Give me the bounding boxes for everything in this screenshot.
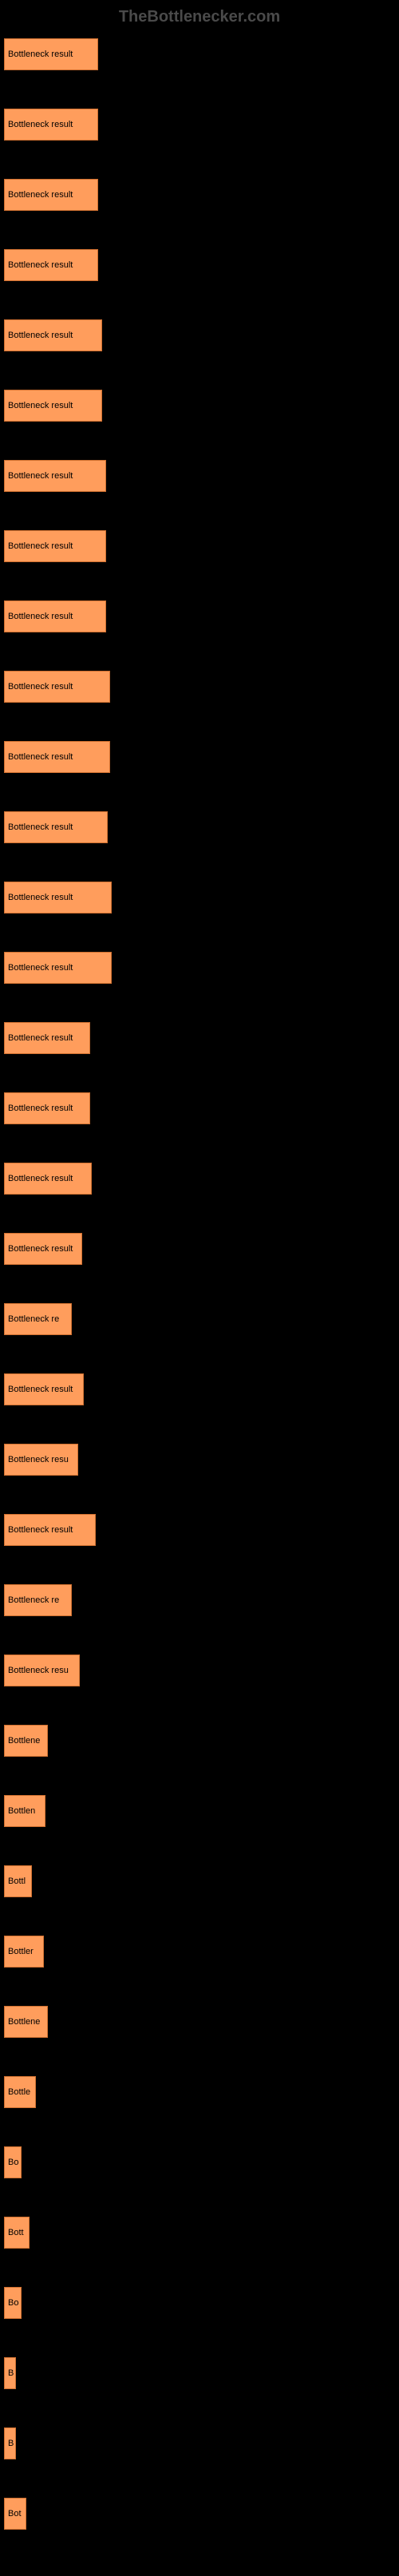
chart-bar: Bottleneck result xyxy=(4,249,98,281)
bar-row: Bottleneck result xyxy=(4,741,395,773)
chart-bar: Bottleneck result xyxy=(4,1373,84,1405)
bar-row: B xyxy=(4,2357,395,2389)
bar-row: Bottleneck result xyxy=(4,319,395,351)
chart-bar: Bottlene xyxy=(4,2006,48,2038)
bar-row: Bottleneck result xyxy=(4,671,395,703)
chart-bar: Bottleneck result xyxy=(4,38,98,70)
chart-bar: B xyxy=(4,2357,16,2389)
chart-bar: Bottleneck re xyxy=(4,1303,72,1335)
bar-row: Bottleneck resu xyxy=(4,1444,395,1476)
bar-row: Bottleneck result xyxy=(4,1373,395,1405)
chart-bar: Bo xyxy=(4,2146,22,2178)
chart-bar: Bottlen xyxy=(4,1795,45,1827)
bar-row: Bottleneck re xyxy=(4,1584,395,1616)
chart-bar: Bottleneck result xyxy=(4,811,108,843)
bar-row: Bottleneck result xyxy=(4,38,395,70)
chart-bar: Bottleneck result xyxy=(4,952,112,984)
chart-bar: Bottleneck result xyxy=(4,109,98,141)
bar-row: Bottleneck re xyxy=(4,1303,395,1335)
bar-row: Bottleneck result xyxy=(4,390,395,422)
chart-bar: Bottleneck result xyxy=(4,1163,92,1195)
bar-row: Bottleneck result xyxy=(4,952,395,984)
bar-row: Bottler xyxy=(4,1936,395,1968)
bar-row: Bo xyxy=(4,2287,395,2319)
bar-chart: Bottleneck result Bottleneck result Bottle… xyxy=(4,38,395,2530)
bar-row: Bottleneck result xyxy=(4,1092,395,1124)
chart-bar: Bottleneck resu xyxy=(4,1444,78,1476)
chart-bar: Bottlene xyxy=(4,1725,48,1757)
bar-row: Bottlen xyxy=(4,1795,395,1827)
bar-row: B xyxy=(4,2427,395,2459)
bar-row: Bottleneck result xyxy=(4,109,395,141)
chart-bar: Bottleneck result xyxy=(4,319,102,351)
chart-bar: Bo xyxy=(4,2287,22,2319)
chart-bar: Bottleneck result xyxy=(4,530,106,562)
chart-bar: Bottleneck result xyxy=(4,1022,90,1054)
chart-bar: Bottler xyxy=(4,1936,44,1968)
bar-row: Bottleneck result xyxy=(4,1233,395,1265)
chart-bar: Bottle xyxy=(4,2076,36,2108)
chart-bar: Bottleneck result xyxy=(4,460,106,492)
bar-row: Bottle xyxy=(4,2076,395,2108)
bar-row: Bottleneck result xyxy=(4,1514,395,1546)
bar-row: Bo xyxy=(4,2146,395,2178)
chart-bar: Bottleneck result xyxy=(4,179,98,211)
chart-bar: Bottleneck result xyxy=(4,671,110,703)
chart-bar: Bottleneck re xyxy=(4,1584,72,1616)
chart-bar: Bottleneck result xyxy=(4,1514,96,1546)
watermark-text: TheBottlenecker.com xyxy=(4,8,395,26)
bar-row: Bottlene xyxy=(4,1725,395,1757)
chart-bar: B xyxy=(4,2427,16,2459)
bar-row: Bottl xyxy=(4,1865,395,1897)
bar-row: Bottleneck result xyxy=(4,179,395,211)
chart-bar: Bottleneck result xyxy=(4,390,102,422)
chart-bar: Bottl xyxy=(4,1865,32,1897)
bar-row: Bottleneck result xyxy=(4,530,395,562)
bar-row: Bottleneck result xyxy=(4,460,395,492)
bar-row: Bottleneck result xyxy=(4,249,395,281)
bar-row: Bott xyxy=(4,2217,395,2249)
bar-row: Bottleneck result xyxy=(4,882,395,913)
chart-bar: Bot xyxy=(4,2498,26,2530)
bar-row: Bottleneck result xyxy=(4,811,395,843)
bar-row: Bottleneck result xyxy=(4,1022,395,1054)
bar-row: Bottleneck resu xyxy=(4,1655,395,1686)
bar-row: Bottlene xyxy=(4,2006,395,2038)
bar-row: Bot xyxy=(4,2498,395,2530)
chart-bar: Bottleneck result xyxy=(4,600,106,632)
bar-row: Bottleneck result xyxy=(4,600,395,632)
chart-bar: Bottleneck result xyxy=(4,882,112,913)
chart-bar: Bottleneck result xyxy=(4,1092,90,1124)
chart-bar: Bottleneck result xyxy=(4,741,110,773)
bar-row: Bottleneck result xyxy=(4,1163,395,1195)
chart-bar: Bottleneck resu xyxy=(4,1655,80,1686)
chart-bar: Bottleneck result xyxy=(4,1233,82,1265)
chart-bar: Bott xyxy=(4,2217,30,2249)
